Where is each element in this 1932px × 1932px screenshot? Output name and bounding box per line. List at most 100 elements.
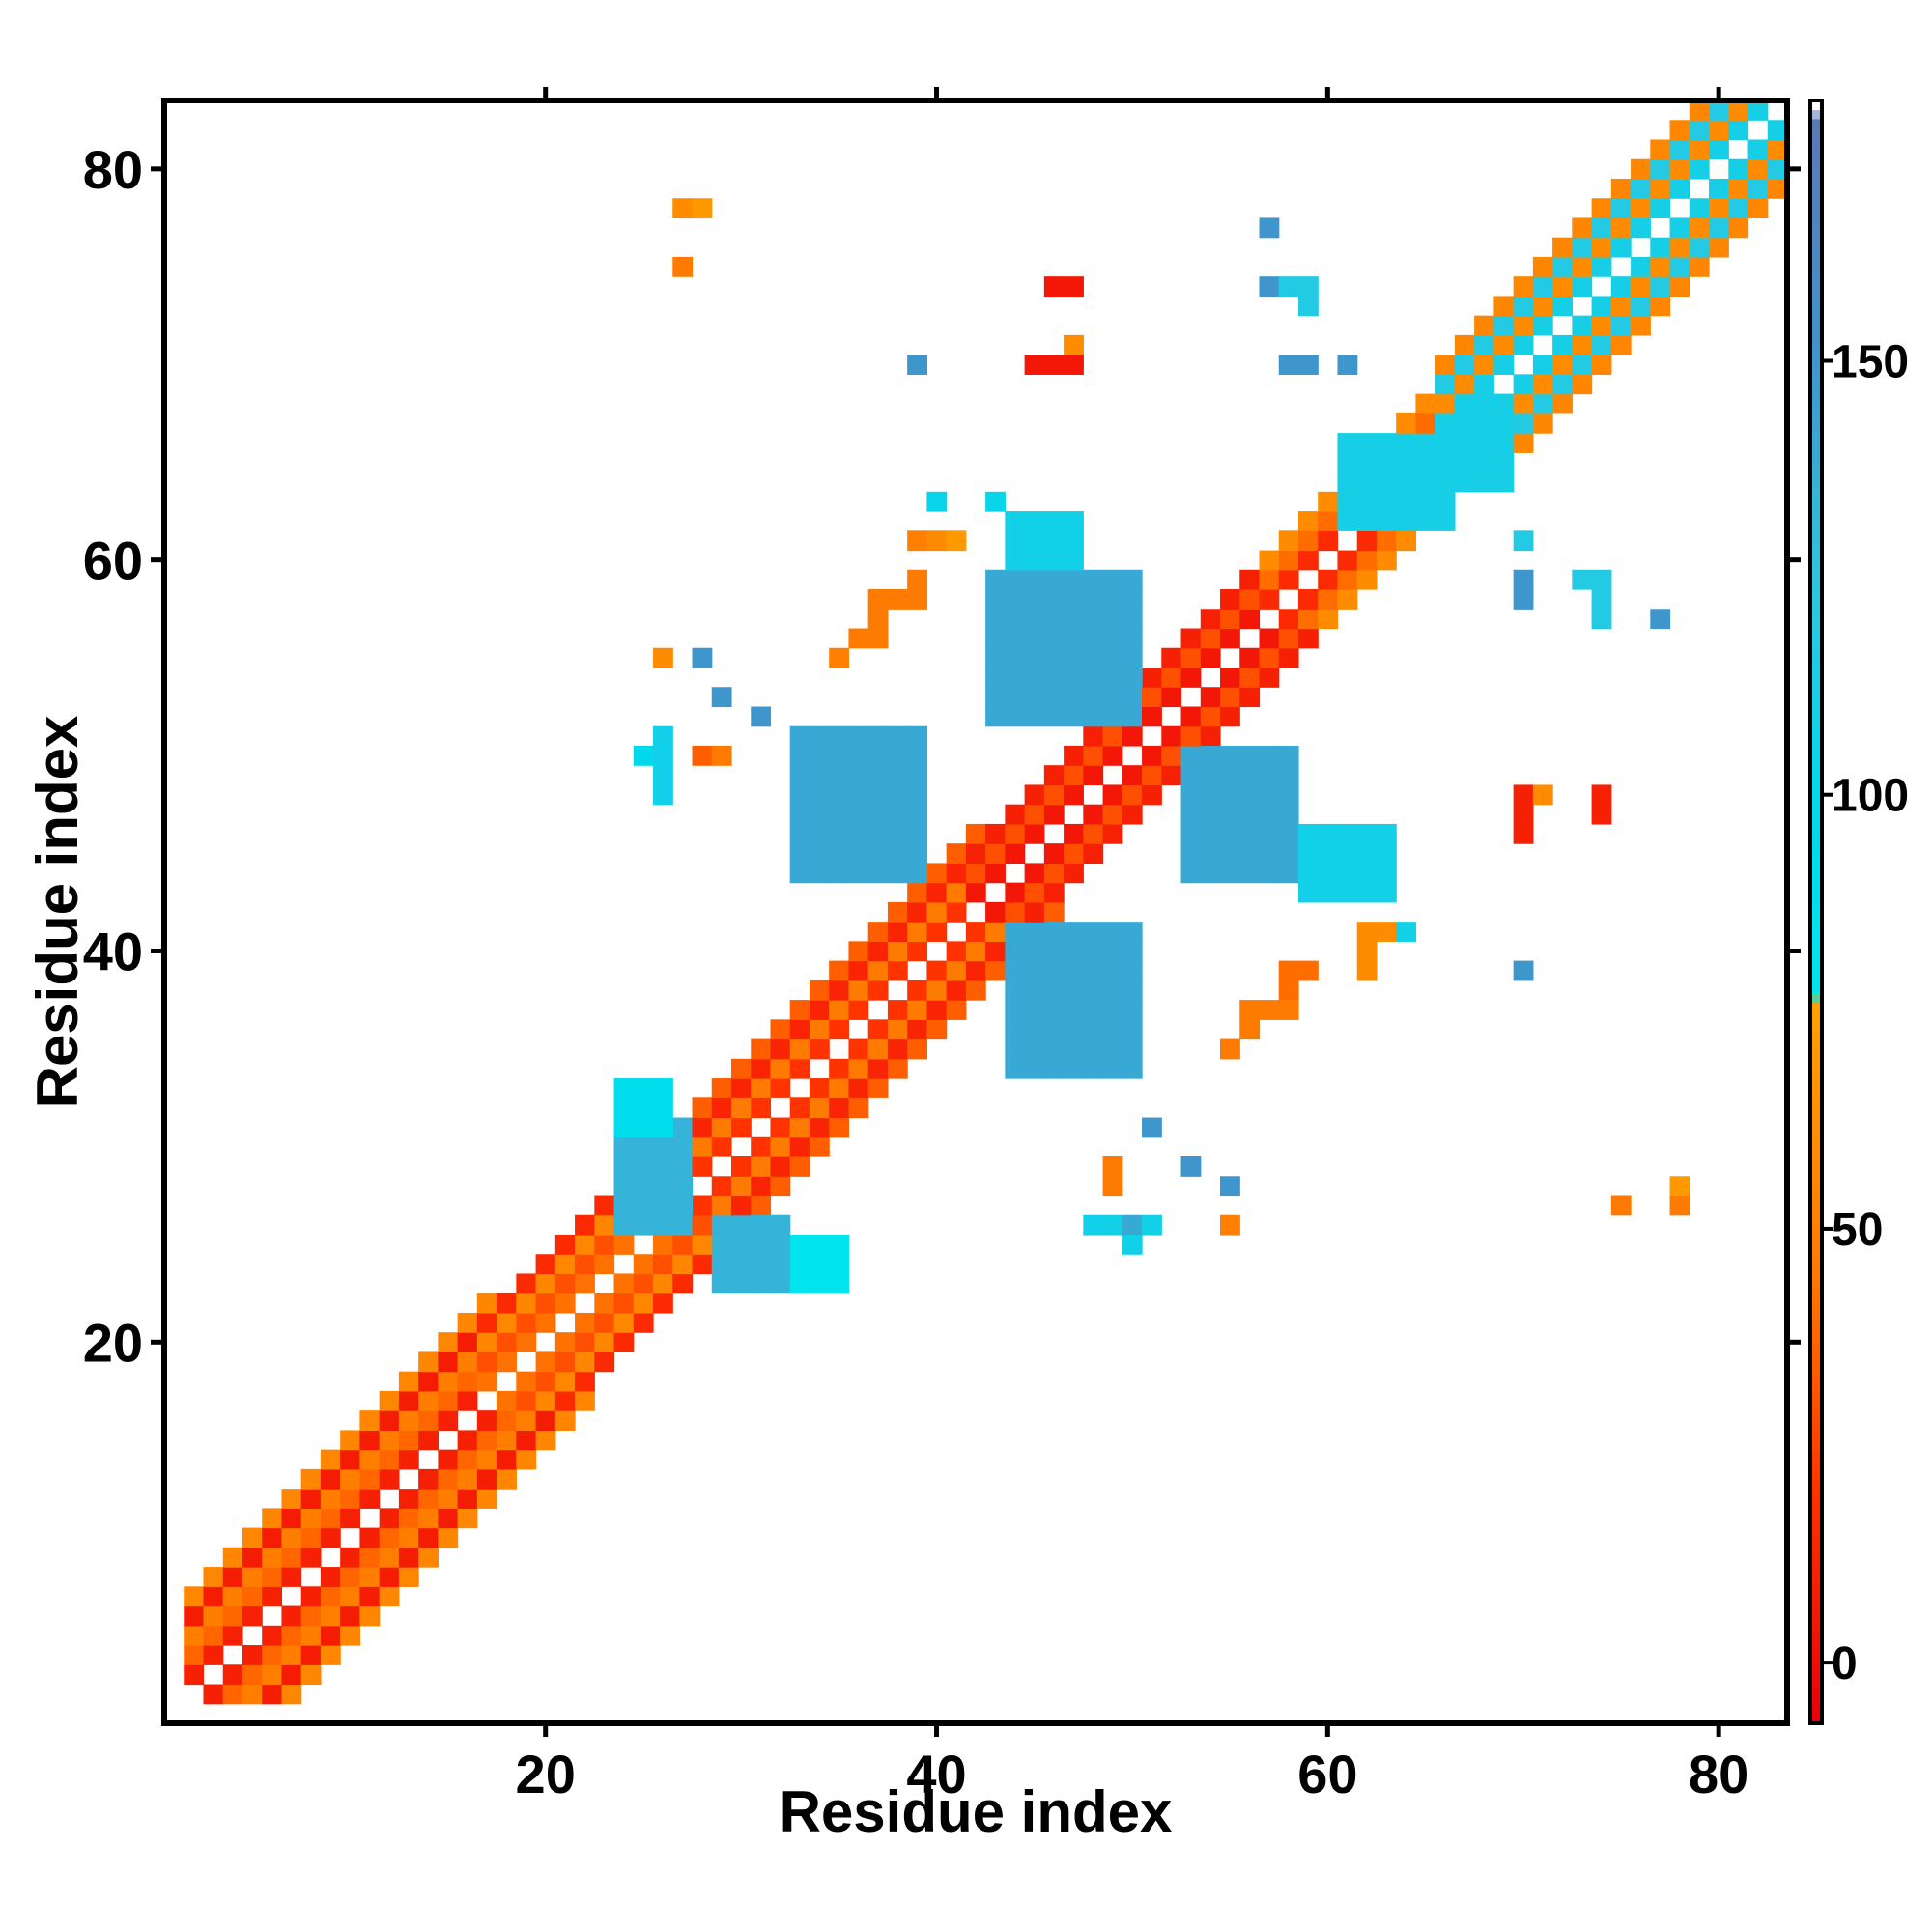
heatmap-cell <box>1591 237 1612 258</box>
heatmap-cell <box>1064 941 1084 962</box>
colorbar-segment <box>1810 831 1822 841</box>
heatmap-cell <box>1513 784 1534 806</box>
heatmap-cell <box>809 1273 830 1294</box>
heatmap-cell <box>653 1293 673 1314</box>
heatmap-cell <box>1415 393 1436 414</box>
heatmap-cell <box>1200 647 1221 668</box>
heatmap-cell <box>1493 433 1515 453</box>
heatmap-cell <box>1650 198 1671 219</box>
heatmap-cell <box>770 1254 791 1275</box>
heatmap-cell <box>1064 647 1084 668</box>
heatmap-cell <box>1356 491 1378 512</box>
heatmap-cell <box>633 1176 654 1197</box>
heatmap-cell <box>535 1351 556 1373</box>
heatmap-cell <box>1083 941 1104 962</box>
heatmap-cell <box>1083 745 1104 766</box>
heatmap-cell <box>653 1195 673 1216</box>
colorbar-segment <box>1810 1453 1822 1463</box>
heatmap-cell <box>1610 217 1632 239</box>
heatmap-cell <box>300 1547 322 1568</box>
heatmap-cell <box>438 1449 459 1470</box>
heatmap-cell <box>829 1117 850 1138</box>
heatmap-cell <box>359 1605 381 1627</box>
heatmap-cell <box>867 628 889 649</box>
heatmap-cell <box>613 1176 635 1197</box>
heatmap-cell <box>1337 882 1358 903</box>
heatmap-cell <box>633 1293 654 1314</box>
heatmap-cell <box>1239 1019 1261 1040</box>
heatmap-cell <box>848 843 869 864</box>
heatmap-cell <box>1337 471 1358 493</box>
colorbar-segment <box>1810 1462 1822 1472</box>
heatmap-cell <box>300 1468 322 1490</box>
heatmap-cell <box>1239 569 1261 590</box>
heatmap-cell <box>1591 355 1612 375</box>
heatmap-cell <box>809 980 830 1001</box>
heatmap-cell <box>379 1586 400 1607</box>
heatmap-cell <box>379 1468 400 1490</box>
heatmap-cell <box>398 1489 419 1509</box>
heatmap-cell <box>320 1567 341 1587</box>
heatmap-cell <box>1005 901 1026 923</box>
heatmap-cell <box>1297 511 1319 531</box>
heatmap-cell <box>1064 960 1084 981</box>
heatmap-cell <box>1278 276 1299 298</box>
heatmap-cell <box>1239 784 1261 806</box>
heatmap-cell <box>809 1000 830 1020</box>
heatmap-cell <box>1278 1000 1299 1020</box>
heatmap-cell <box>613 1273 635 1294</box>
heatmap-cell <box>770 1234 791 1255</box>
colorbar-segment <box>1810 497 1822 507</box>
colorbar-segment <box>1810 632 1822 642</box>
colorbar-segment <box>1810 1164 1822 1175</box>
heatmap-cell <box>1161 687 1182 708</box>
heatmap-cell <box>497 1430 517 1451</box>
heatmap-cell <box>1610 296 1632 317</box>
heatmap-cell <box>1650 237 1671 258</box>
colorbar-segment <box>1810 344 1822 355</box>
colorbar-segment <box>1810 1561 1822 1572</box>
heatmap-cell <box>1259 667 1280 688</box>
heatmap-cell <box>672 256 694 277</box>
heatmap-cell <box>1239 843 1261 864</box>
heatmap-cell <box>300 1625 322 1646</box>
heatmap-cell <box>1122 784 1143 806</box>
heatmap-cell <box>672 1214 694 1236</box>
heatmap-cell <box>1767 120 1788 141</box>
heatmap-cell <box>1572 256 1593 277</box>
heatmap-cell <box>300 1586 322 1607</box>
heatmap-cell <box>1083 609 1104 630</box>
y-tick-label: 40 <box>83 921 143 981</box>
heatmap-cell <box>1532 784 1553 806</box>
heatmap-cell <box>1122 589 1143 610</box>
heatmap-cell <box>711 1097 732 1119</box>
heatmap-cell <box>1415 491 1436 512</box>
heatmap-cell <box>1102 706 1123 727</box>
heatmap-cell <box>1610 237 1632 258</box>
colorbar-segment <box>1810 794 1822 805</box>
heatmap-cell <box>1005 1058 1026 1079</box>
heatmap-cell <box>1493 471 1515 493</box>
colorbar-segment <box>1810 623 1822 634</box>
colorbar-segment <box>1810 1714 1822 1724</box>
heatmap-cell <box>985 589 1006 610</box>
heatmap-cell <box>1610 315 1632 336</box>
heatmap-cell <box>946 980 967 1001</box>
colorbar-segment <box>1810 659 1822 669</box>
heatmap-cell <box>887 843 908 864</box>
heatmap-cell <box>1043 355 1065 375</box>
colorbar-segment <box>1810 983 1822 994</box>
heatmap-cell <box>1024 823 1045 844</box>
heatmap-cell <box>1356 823 1378 844</box>
y-tick-label: 60 <box>83 530 143 591</box>
colorbar-segment <box>1810 371 1822 382</box>
heatmap-cell <box>1689 100 1710 121</box>
heatmap-cell <box>887 922 908 942</box>
heatmap-cell <box>1669 217 1690 239</box>
colorbar-tick-label: 0 <box>1832 1638 1858 1690</box>
heatmap-cell <box>594 1234 615 1255</box>
heatmap-cell <box>809 784 830 806</box>
heatmap-cell <box>320 1625 341 1646</box>
colorbar-segment <box>1810 1534 1822 1545</box>
heatmap-cell <box>1220 1176 1240 1197</box>
